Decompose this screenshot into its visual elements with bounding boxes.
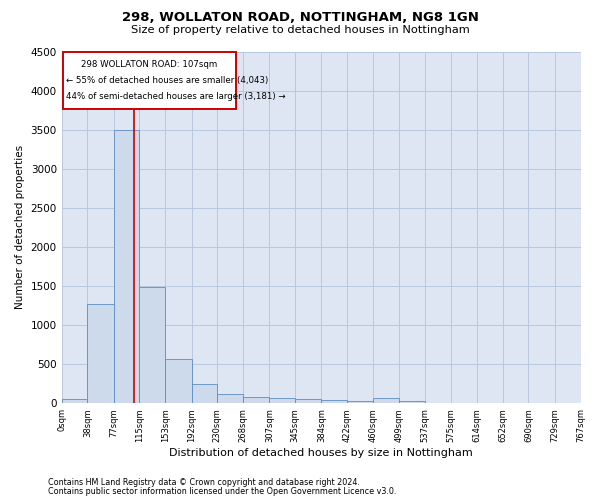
Bar — [243, 397, 269, 403]
Bar — [114, 130, 139, 403]
Bar — [322, 400, 347, 403]
Bar — [217, 394, 243, 403]
Text: Contains HM Land Registry data © Crown copyright and database right 2024.: Contains HM Land Registry data © Crown c… — [48, 478, 360, 487]
Bar — [165, 358, 191, 403]
Text: 44% of semi-detached houses are larger (3,181) →: 44% of semi-detached houses are larger (… — [66, 92, 286, 101]
Bar — [347, 400, 373, 403]
Text: Contains public sector information licensed under the Open Government Licence v3: Contains public sector information licen… — [48, 486, 397, 496]
FancyBboxPatch shape — [63, 52, 236, 110]
Bar — [62, 399, 88, 403]
Text: Size of property relative to detached houses in Nottingham: Size of property relative to detached ho… — [131, 25, 469, 35]
Bar — [139, 288, 165, 403]
Text: 298 WOLLATON ROAD: 107sqm: 298 WOLLATON ROAD: 107sqm — [82, 60, 218, 68]
Text: ← 55% of detached houses are smaller (4,043): ← 55% of detached houses are smaller (4,… — [66, 76, 268, 85]
Y-axis label: Number of detached properties: Number of detached properties — [15, 145, 25, 310]
Bar — [88, 304, 114, 403]
X-axis label: Distribution of detached houses by size in Nottingham: Distribution of detached houses by size … — [169, 448, 473, 458]
Text: 298, WOLLATON ROAD, NOTTINGHAM, NG8 1GN: 298, WOLLATON ROAD, NOTTINGHAM, NG8 1GN — [122, 11, 478, 24]
Bar — [191, 384, 217, 403]
Bar — [399, 400, 425, 403]
Bar — [295, 399, 322, 403]
Bar — [269, 398, 295, 403]
Bar — [373, 398, 399, 403]
